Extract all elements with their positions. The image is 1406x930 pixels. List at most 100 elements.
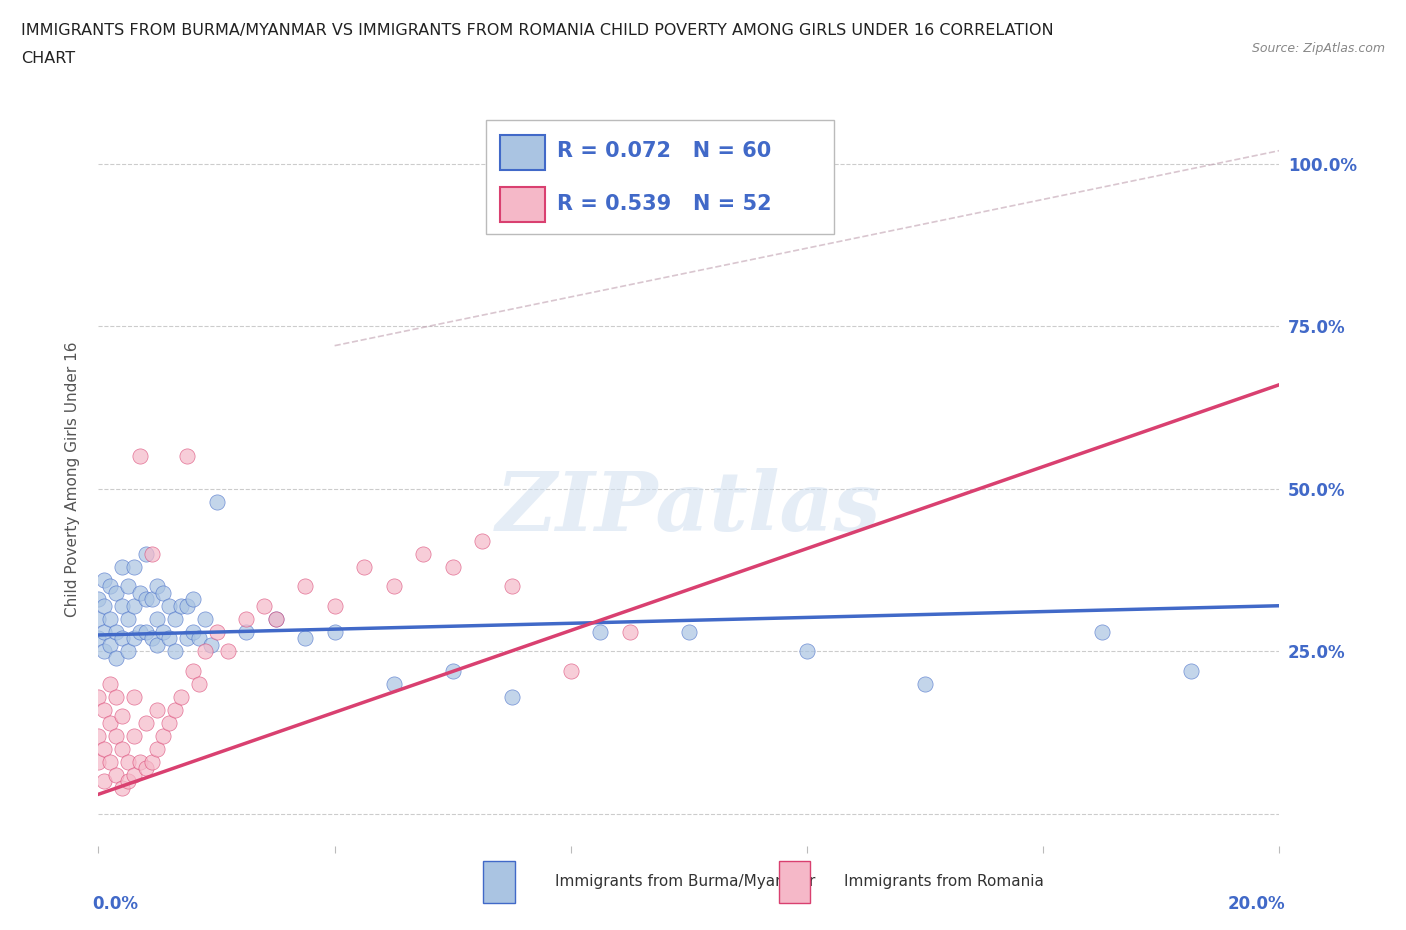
Text: Source: ZipAtlas.com: Source: ZipAtlas.com — [1251, 42, 1385, 55]
Point — [122, 728, 145, 743]
Point — [441, 559, 464, 574]
Point — [441, 663, 464, 678]
Point — [122, 598, 145, 613]
Point — [1091, 624, 1114, 639]
Point — [98, 676, 121, 691]
Point — [294, 631, 316, 645]
Point — [87, 754, 110, 769]
Point — [111, 559, 134, 574]
Text: 20.0%: 20.0% — [1227, 895, 1285, 913]
Point — [187, 676, 209, 691]
Point — [796, 156, 818, 171]
Point — [93, 624, 115, 639]
Point — [382, 578, 405, 593]
Point — [205, 494, 228, 509]
Point — [135, 761, 157, 776]
Point — [111, 631, 134, 645]
Point — [128, 624, 150, 639]
Point — [264, 611, 287, 626]
Point — [253, 598, 276, 613]
Point — [135, 546, 157, 561]
Point — [93, 702, 115, 717]
Point — [157, 598, 180, 613]
Point — [796, 644, 818, 658]
Point — [181, 663, 204, 678]
Point — [141, 546, 163, 561]
Point — [176, 598, 198, 613]
Text: Immigrants from Romania: Immigrants from Romania — [844, 874, 1043, 889]
Point — [122, 631, 145, 645]
Point — [678, 624, 700, 639]
Point — [117, 774, 139, 789]
Point — [914, 676, 936, 691]
Point — [128, 585, 150, 600]
Point — [93, 741, 115, 756]
Point — [141, 631, 163, 645]
Point — [501, 689, 523, 704]
Point — [98, 754, 121, 769]
Text: IMMIGRANTS FROM BURMA/MYANMAR VS IMMIGRANTS FROM ROMANIA CHILD POVERTY AMONG GIR: IMMIGRANTS FROM BURMA/MYANMAR VS IMMIGRA… — [21, 23, 1053, 38]
Point — [105, 728, 128, 743]
Point — [98, 715, 121, 730]
Point — [146, 637, 169, 652]
Point — [122, 559, 145, 574]
Point — [146, 611, 169, 626]
Text: Immigrants from Burma/Myanmar: Immigrants from Burma/Myanmar — [555, 874, 815, 889]
Point — [117, 644, 139, 658]
Point — [152, 624, 174, 639]
Point — [93, 598, 115, 613]
Text: R = 0.072   N = 60: R = 0.072 N = 60 — [557, 141, 770, 161]
Point — [235, 624, 257, 639]
Point — [146, 741, 169, 756]
Point — [135, 624, 157, 639]
Point — [93, 644, 115, 658]
Point — [217, 644, 239, 658]
Point — [294, 578, 316, 593]
Point — [98, 578, 121, 593]
Point — [98, 611, 121, 626]
Point — [87, 689, 110, 704]
Point — [93, 572, 115, 587]
Point — [200, 637, 222, 652]
Point — [589, 624, 612, 639]
Point — [157, 715, 180, 730]
Point — [560, 663, 582, 678]
Point — [170, 689, 193, 704]
Point — [157, 631, 180, 645]
Point — [176, 631, 198, 645]
Point — [105, 624, 128, 639]
Point — [117, 754, 139, 769]
Point — [194, 611, 217, 626]
FancyBboxPatch shape — [486, 120, 834, 234]
Point — [122, 689, 145, 704]
Point — [146, 578, 169, 593]
Point — [619, 624, 641, 639]
Point — [87, 728, 110, 743]
Text: R = 0.539   N = 52: R = 0.539 N = 52 — [557, 194, 772, 214]
Point — [87, 611, 110, 626]
Point — [122, 767, 145, 782]
Point — [412, 546, 434, 561]
Point — [323, 624, 346, 639]
Point — [105, 650, 128, 665]
Point — [128, 754, 150, 769]
Point — [323, 598, 346, 613]
Point — [87, 591, 110, 606]
Point — [111, 780, 134, 795]
Point — [105, 585, 128, 600]
Point — [194, 644, 217, 658]
Point — [141, 754, 163, 769]
Point — [141, 591, 163, 606]
Point — [165, 644, 187, 658]
Point — [353, 559, 375, 574]
Point — [205, 624, 228, 639]
Text: ZIPatlas: ZIPatlas — [496, 469, 882, 549]
Point — [111, 741, 134, 756]
Point — [128, 449, 150, 464]
Point — [152, 585, 174, 600]
Point — [111, 598, 134, 613]
Point — [87, 631, 110, 645]
FancyBboxPatch shape — [501, 135, 546, 170]
Point — [181, 591, 204, 606]
Point — [264, 611, 287, 626]
